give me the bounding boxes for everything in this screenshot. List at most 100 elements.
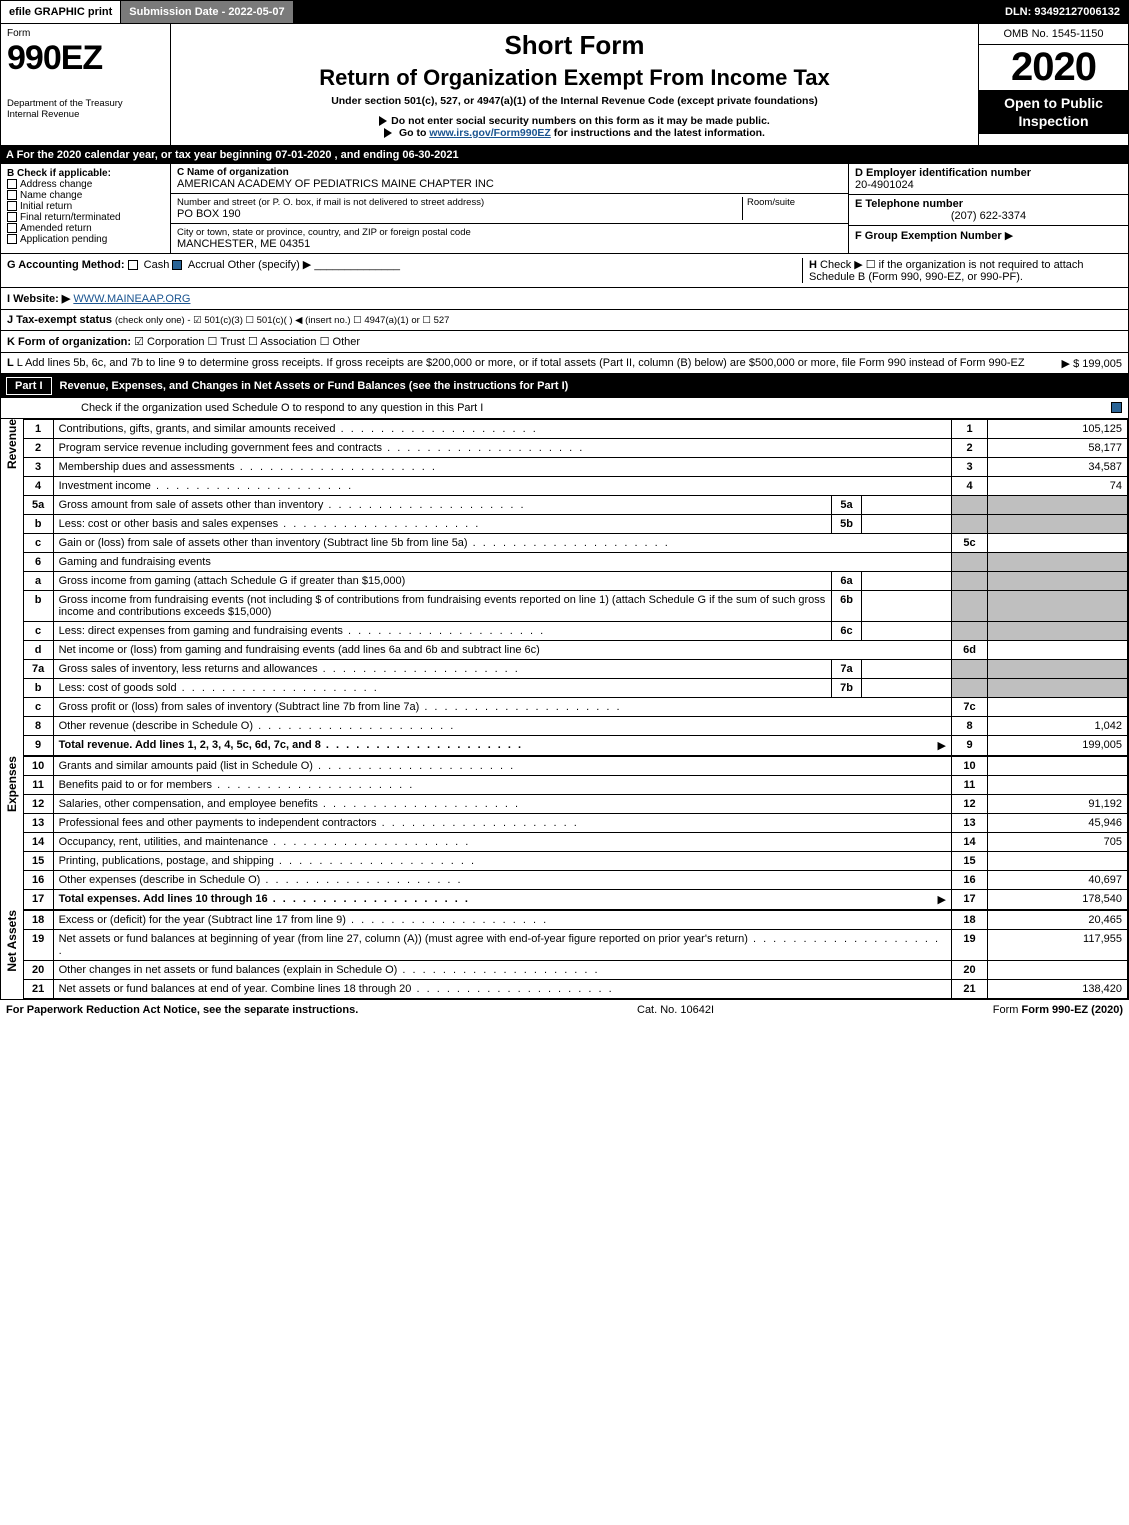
line-5b: bLess: cost or other basis and sales exp… bbox=[23, 515, 1127, 534]
line-15: 15Printing, publications, postage, and s… bbox=[23, 852, 1127, 871]
i-label: I Website: ▶ bbox=[7, 293, 70, 305]
org-name-row: C Name of organization AMERICAN ACADEMY … bbox=[171, 164, 848, 194]
period-bar: A For the 2020 calendar year, or tax yea… bbox=[0, 146, 1129, 164]
h-text: Check ▶ ☐ if the organization is not req… bbox=[809, 259, 1084, 283]
footer-cat: Cat. No. 10642I bbox=[637, 1004, 714, 1016]
section-g: G Accounting Method: Cash Accrual Other … bbox=[7, 258, 802, 283]
footer-left: For Paperwork Reduction Act Notice, see … bbox=[6, 1004, 358, 1016]
irs-link[interactable]: www.irs.gov/Form990EZ bbox=[429, 127, 551, 139]
return-title: Return of Organization Exempt From Incom… bbox=[177, 65, 972, 91]
section-f: F Group Exemption Number ▶ bbox=[849, 226, 1128, 245]
line-7b: bLess: cost of goods sold7b bbox=[23, 679, 1127, 698]
l-text: L Add lines 5b, 6c, and 7b to line 9 to … bbox=[17, 357, 1025, 369]
expenses-vlabel: Expenses bbox=[1, 756, 23, 910]
line-5a: 5aGross amount from sale of assets other… bbox=[23, 496, 1127, 515]
top-bar: efile GRAPHIC print Submission Date - 20… bbox=[0, 0, 1129, 24]
chk-accrual[interactable] bbox=[172, 260, 182, 270]
line-6b: bGross income from fundraising events (n… bbox=[23, 591, 1127, 622]
header-note-ssn: Do not enter social security numbers on … bbox=[177, 115, 972, 127]
g-other: Other (specify) ▶ bbox=[228, 259, 312, 271]
street-label: Number and street (or P. O. box, if mail… bbox=[177, 197, 742, 208]
section-b: B Check if applicable: Address change Na… bbox=[1, 164, 171, 253]
line-7c: cGross profit or (loss) from sales of in… bbox=[23, 698, 1127, 717]
address-block: B Check if applicable: Address change Na… bbox=[0, 164, 1129, 254]
netassets-vlabel: Net Assets bbox=[1, 910, 23, 999]
line-13: 13Professional fees and other payments t… bbox=[23, 814, 1127, 833]
e-label: E Telephone number bbox=[855, 198, 1122, 210]
line-14: 14Occupancy, rent, utilities, and mainte… bbox=[23, 833, 1127, 852]
header-left: Form 990EZ Department of the Treasury In… bbox=[1, 24, 171, 145]
row-gh: G Accounting Method: Cash Accrual Other … bbox=[0, 254, 1129, 288]
efile-print-button[interactable]: efile GRAPHIC print bbox=[1, 1, 121, 23]
note2-post: for instructions and the latest informat… bbox=[554, 127, 765, 139]
g-cash: Cash bbox=[144, 259, 170, 271]
chk-address[interactable]: Address change bbox=[7, 179, 164, 190]
g-accrual: Accrual bbox=[188, 259, 225, 271]
section-k: K Form of organization: ☑ Corporation ☐ … bbox=[0, 331, 1129, 353]
c-name-label: C Name of organization bbox=[177, 167, 842, 178]
chk-name[interactable]: Name change bbox=[7, 190, 164, 201]
section-j: J Tax-exempt status (check only one) - ☑… bbox=[0, 310, 1129, 331]
chk-amended[interactable]: Amended return bbox=[7, 223, 164, 234]
footer-form: Form Form 990-EZ (2020) bbox=[993, 1004, 1123, 1016]
line-2: 2Program service revenue including gover… bbox=[23, 439, 1127, 458]
section-i: I Website: ▶ WWW.MAINEAAP.ORG bbox=[0, 288, 1129, 310]
line-4: 4Investment income474 bbox=[23, 477, 1127, 496]
header-center: Short Form Return of Organization Exempt… bbox=[171, 24, 978, 145]
header-right: OMB No. 1545-1150 2020 Open to Public In… bbox=[978, 24, 1128, 145]
form-header: Form 990EZ Department of the Treasury In… bbox=[0, 24, 1129, 146]
omb-number: OMB No. 1545-1150 bbox=[979, 24, 1128, 45]
line-1: 1Contributions, gifts, grants, and simil… bbox=[23, 420, 1127, 439]
short-form-title: Short Form bbox=[177, 30, 972, 61]
line-11: 11Benefits paid to or for members11 bbox=[23, 776, 1127, 795]
website-link[interactable]: WWW.MAINEAAP.ORG bbox=[73, 293, 190, 305]
f-label: F Group Exemption Number bbox=[855, 230, 1002, 242]
city-label: City or town, state or province, country… bbox=[177, 227, 842, 238]
expenses-table: 10Grants and similar amounts paid (list … bbox=[23, 756, 1128, 910]
street-row: Number and street (or P. O. box, if mail… bbox=[171, 194, 848, 224]
note2-pre: Go to bbox=[399, 127, 429, 139]
line-8: 8Other revenue (describe in Schedule O)8… bbox=[23, 717, 1127, 736]
chk-initial[interactable]: Initial return bbox=[7, 201, 164, 212]
expenses-section: Expenses 10Grants and similar amounts pa… bbox=[0, 756, 1129, 910]
line-7a: 7aGross sales of inventory, less returns… bbox=[23, 660, 1127, 679]
netassets-section: Net Assets 18Excess or (deficit) for the… bbox=[0, 910, 1129, 999]
part-i-checkline: Check if the organization used Schedule … bbox=[81, 402, 483, 414]
line-10: 10Grants and similar amounts paid (list … bbox=[23, 757, 1127, 776]
chk-cash[interactable] bbox=[128, 260, 138, 270]
dept-treasury: Department of the Treasury bbox=[7, 98, 164, 109]
submission-date: Submission Date - 2022-05-07 bbox=[121, 1, 293, 23]
line-21: 21Net assets or fund balances at end of … bbox=[23, 980, 1127, 999]
k-label: K Form of organization: bbox=[7, 336, 131, 348]
org-name: AMERICAN ACADEMY OF PEDIATRICS MAINE CHA… bbox=[177, 178, 842, 190]
open-to-public: Open to Public Inspection bbox=[979, 90, 1128, 134]
header-note-link: Go to www.irs.gov/Form990EZ for instruct… bbox=[177, 127, 972, 139]
page-footer: For Paperwork Reduction Act Notice, see … bbox=[0, 999, 1129, 1020]
phone: (207) 622-3374 bbox=[855, 210, 1122, 222]
line-18: 18Excess or (deficit) for the year (Subt… bbox=[23, 911, 1127, 930]
line-3: 3Membership dues and assessments334,587 bbox=[23, 458, 1127, 477]
line-6d: dNet income or (loss) from gaming and fu… bbox=[23, 641, 1127, 660]
netassets-table: 18Excess or (deficit) for the year (Subt… bbox=[23, 910, 1128, 999]
schedule-o-checkbox[interactable] bbox=[1111, 402, 1122, 413]
line-12: 12Salaries, other compensation, and empl… bbox=[23, 795, 1127, 814]
section-b-title: B Check if applicable: bbox=[7, 168, 164, 179]
revenue-table: 1Contributions, gifts, grants, and simil… bbox=[23, 419, 1128, 756]
f-triangle: ▶ bbox=[1005, 230, 1013, 242]
form-number: 990EZ bbox=[7, 39, 164, 78]
triangle-icon bbox=[384, 128, 392, 138]
chk-final[interactable]: Final return/terminated bbox=[7, 212, 164, 223]
street-value: PO BOX 190 bbox=[177, 208, 742, 220]
k-rest: ☑ Corporation ☐ Trust ☐ Association ☐ Ot… bbox=[134, 336, 360, 348]
section-c: C Name of organization AMERICAN ACADEMY … bbox=[171, 164, 848, 253]
l-amount: ▶ $ 199,005 bbox=[1062, 357, 1122, 370]
chk-pending[interactable]: Application pending bbox=[7, 234, 164, 245]
section-h: H Check ▶ ☐ if the organization is not r… bbox=[802, 258, 1122, 283]
line-16: 16Other expenses (describe in Schedule O… bbox=[23, 871, 1127, 890]
part-i-bar: Part I Revenue, Expenses, and Changes in… bbox=[0, 374, 1129, 398]
revenue-section: Revenue 1Contributions, gifts, grants, a… bbox=[0, 419, 1129, 756]
topbar-spacer bbox=[294, 1, 997, 23]
city-value: MANCHESTER, ME 04351 bbox=[177, 238, 842, 250]
form-label: Form bbox=[7, 28, 164, 39]
j-label: J Tax-exempt status bbox=[7, 314, 112, 326]
